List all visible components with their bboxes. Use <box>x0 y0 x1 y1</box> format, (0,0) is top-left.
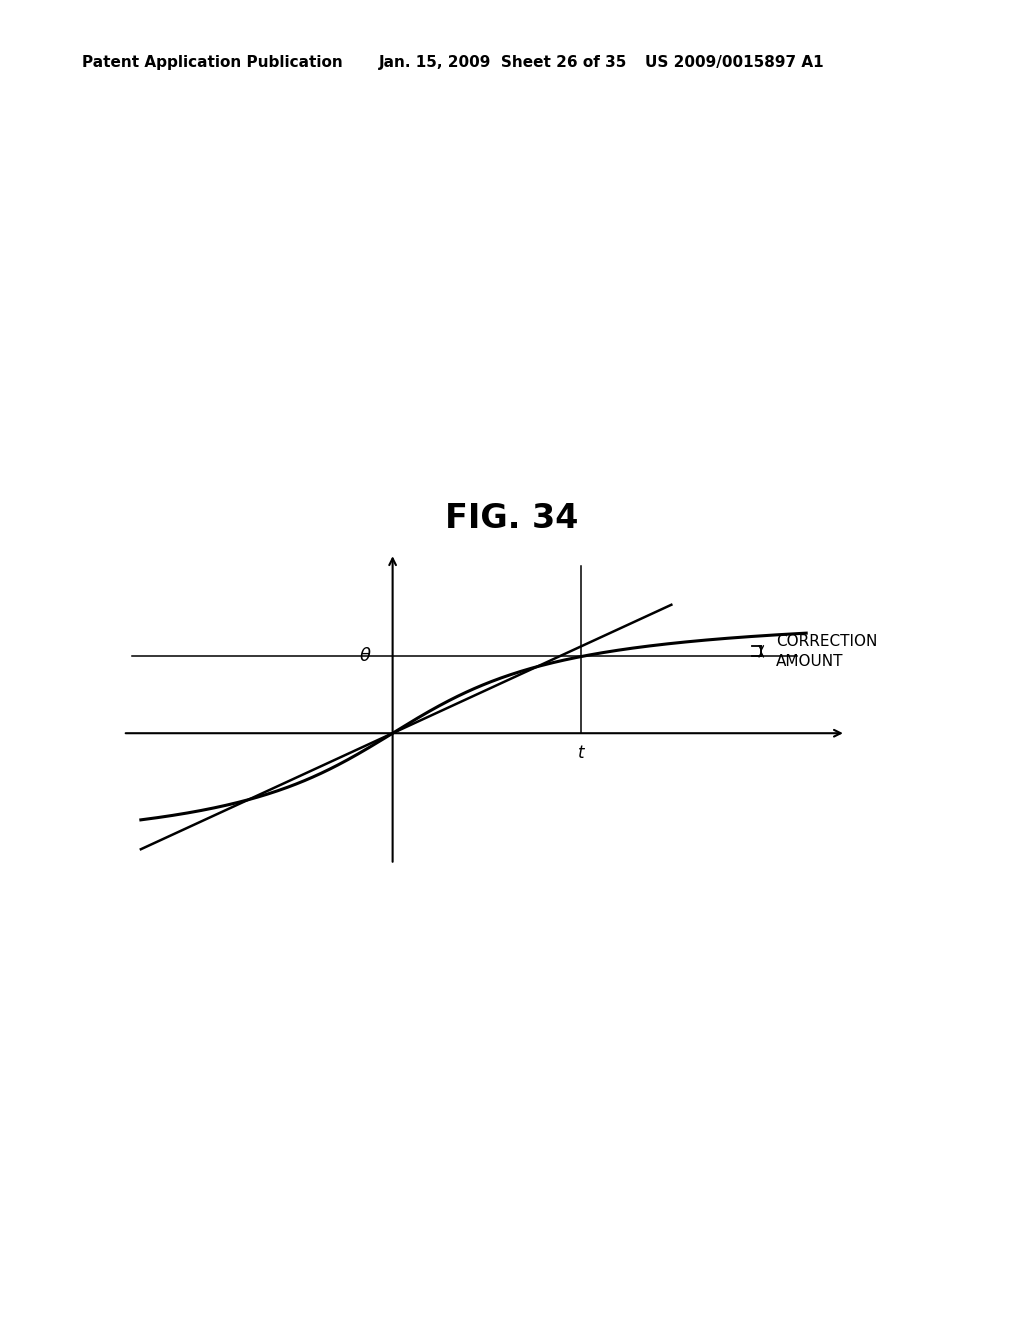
Text: θ: θ <box>360 648 371 665</box>
Text: FIG. 34: FIG. 34 <box>445 502 579 535</box>
Text: Patent Application Publication: Patent Application Publication <box>82 55 343 70</box>
Text: CORRECTION
AMOUNT: CORRECTION AMOUNT <box>775 634 877 669</box>
Text: t: t <box>579 744 585 763</box>
Text: US 2009/0015897 A1: US 2009/0015897 A1 <box>645 55 823 70</box>
Text: Jan. 15, 2009  Sheet 26 of 35: Jan. 15, 2009 Sheet 26 of 35 <box>379 55 628 70</box>
